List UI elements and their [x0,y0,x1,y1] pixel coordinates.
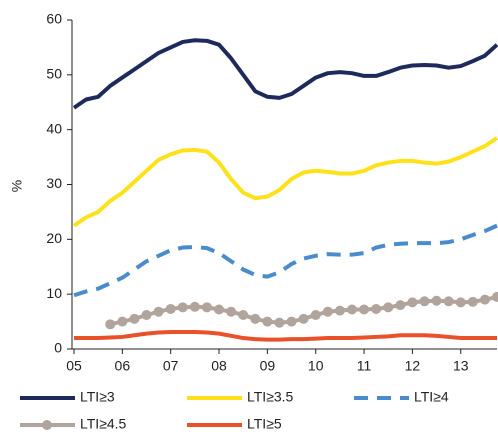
series-marker [117,316,128,327]
series-marker [250,313,261,324]
series-marker [431,295,442,306]
y-tick-label: 20 [46,230,62,246]
series-marker [443,296,454,307]
series-marker [359,304,370,315]
series-marker [322,306,333,317]
x-tick-label: 11 [357,358,372,374]
legend-label: LTI≥4 [414,389,449,405]
x-tick-label: 12 [405,358,421,374]
series-marker [334,305,345,316]
x-tick-label: 09 [260,358,276,374]
y-tick-label: 60 [46,11,62,27]
series-line [72,136,498,228]
legend-label: LTI≥5 [247,416,282,432]
x-tick-label: 13 [453,358,469,374]
series-marker [310,310,321,321]
series-marker [201,302,212,313]
x-tick-label: 06 [115,358,131,374]
series-marker [274,317,285,328]
y-tick-label: 40 [46,120,62,136]
series-marker [105,319,116,330]
series-marker [141,310,152,321]
y-tick-label: 0 [54,340,62,356]
series-marker [346,304,357,315]
y-tick-label: 50 [46,66,62,82]
legend-label: LTI≥3 [80,389,115,405]
series-marker [262,316,273,327]
series-marker [238,310,249,321]
series-marker [153,306,164,317]
series-marker [467,296,478,307]
series-marker [165,303,176,314]
series-marker [129,313,140,324]
y-axis-label: % [9,180,25,192]
x-tick-label: 10 [308,358,324,374]
series-marker [214,304,225,315]
series-marker [286,316,297,327]
series-marker [371,303,382,314]
series-line [72,38,498,110]
y-tick-label: 10 [46,285,62,301]
series-marker [177,302,188,313]
series-marker [298,313,309,324]
series-line [73,223,498,298]
x-tick-label: 07 [163,358,179,374]
series-marker [395,300,406,311]
series-marker [383,302,394,313]
x-tick-label: 05 [66,358,82,374]
series-marker [479,294,490,305]
series-marker [455,297,466,308]
legend-label: LTI≥4.5 [80,416,127,432]
series-marker [226,306,237,317]
legend-label: LTI≥3.5 [247,389,294,405]
series-marker [419,296,430,307]
series-line [74,330,497,342]
y-tick-label: 30 [46,175,62,191]
x-tick-label: 08 [211,358,227,374]
series-marker [189,301,200,312]
legend-marker [42,420,52,430]
series-marker [407,297,418,308]
series-marker [492,291,498,302]
